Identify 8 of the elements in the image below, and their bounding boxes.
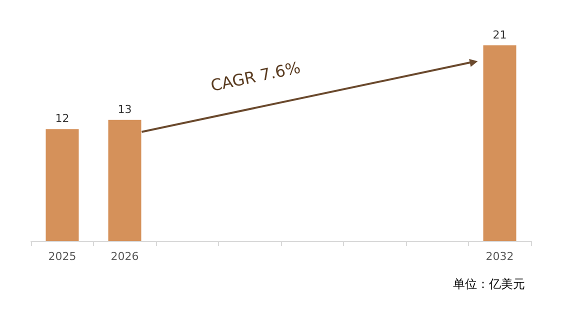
data-label: 13 — [118, 102, 132, 116]
x-tick-label: 2025 — [48, 250, 76, 263]
x-tick-label: 2026 — [110, 250, 139, 263]
data-label: 12 — [55, 112, 70, 126]
data-label: 21 — [492, 28, 507, 42]
x-tick-label: 2032 — [486, 250, 514, 263]
annotation: CAGR 7.6% — [208, 57, 302, 95]
text: 单位：亿美元 — [453, 276, 525, 293]
